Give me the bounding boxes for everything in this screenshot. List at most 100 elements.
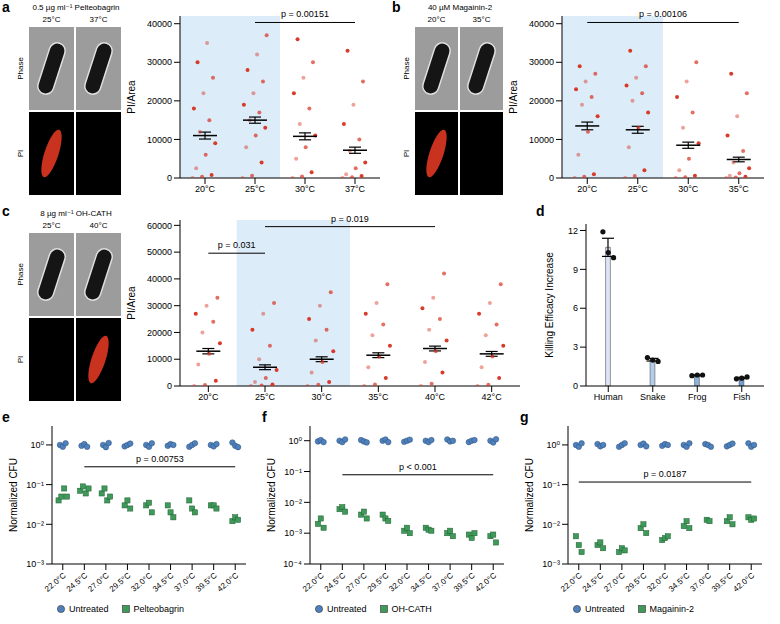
- svg-text:p = 0.019: p = 0.019: [331, 214, 369, 224]
- svg-text:PI: PI: [402, 150, 411, 158]
- svg-text:40000: 40000: [147, 274, 172, 284]
- svg-text:37.0°C: 37.0°C: [688, 571, 713, 594]
- svg-text:10⁰: 10⁰: [288, 436, 302, 446]
- svg-text:PI/Area: PI/Area: [508, 80, 519, 114]
- svg-text:Frog: Frog: [688, 392, 707, 402]
- svg-text:35°C: 35°C: [368, 392, 389, 402]
- svg-text:22.0°C: 22.0°C: [301, 571, 326, 594]
- svg-text:p = 0.0187: p = 0.0187: [644, 469, 687, 479]
- svg-text:40 µM Magainin-2: 40 µM Magainin-2: [428, 3, 493, 12]
- svg-text:Phase: Phase: [402, 57, 411, 80]
- svg-text:40°C: 40°C: [425, 392, 446, 402]
- svg-text:27.0°C: 27.0°C: [602, 571, 627, 594]
- svg-text:25°C: 25°C: [245, 184, 266, 194]
- svg-text:10⁻³: 10⁻³: [284, 528, 302, 538]
- svg-text:10000: 10000: [147, 135, 172, 145]
- svg-text:9: 9: [573, 265, 578, 275]
- svg-text:25°C: 25°C: [628, 184, 649, 194]
- svg-text:6: 6: [573, 303, 578, 313]
- svg-text:0: 0: [167, 381, 172, 391]
- svg-text:10⁻²: 10⁻²: [542, 520, 560, 530]
- svg-text:29.5°C: 29.5°C: [366, 571, 391, 594]
- svg-text:PI: PI: [16, 356, 25, 364]
- svg-text:0: 0: [549, 173, 554, 183]
- svg-text:Fish: Fish: [733, 392, 750, 402]
- svg-text:39.5°C: 39.5°C: [194, 571, 219, 594]
- svg-text:20°C: 20°C: [198, 392, 219, 402]
- svg-text:10⁻¹: 10⁻¹: [542, 480, 560, 490]
- svg-text:Snake: Snake: [640, 392, 666, 402]
- svg-text:10⁻²: 10⁻²: [284, 498, 302, 508]
- svg-text:0.5 µg ml⁻¹ Pelteobagrin: 0.5 µg ml⁻¹ Pelteobagrin: [32, 3, 119, 12]
- svg-text:30°C: 30°C: [295, 184, 316, 194]
- svg-text:35°C: 35°C: [473, 15, 491, 24]
- svg-text:20000: 20000: [529, 96, 554, 106]
- svg-text:30000: 30000: [529, 57, 554, 67]
- svg-text:24.5°C: 24.5°C: [323, 571, 348, 594]
- svg-text:Phase: Phase: [16, 57, 25, 80]
- svg-text:34.5°C: 34.5°C: [409, 571, 434, 594]
- svg-text:10⁻¹: 10⁻¹: [26, 480, 44, 490]
- svg-text:10⁻⁴: 10⁻⁴: [283, 559, 302, 569]
- svg-text:30°C: 30°C: [312, 392, 333, 402]
- svg-text:10⁰: 10⁰: [30, 440, 44, 450]
- svg-text:3: 3: [573, 342, 578, 352]
- svg-text:PI/Area: PI/Area: [126, 80, 137, 114]
- svg-text:37°C: 37°C: [90, 15, 108, 24]
- svg-text:22.0°C: 22.0°C: [559, 571, 584, 594]
- svg-text:27.0°C: 27.0°C: [86, 571, 111, 594]
- svg-text:Human: Human: [594, 392, 623, 402]
- svg-text:8 µg ml⁻¹ OH-CATH: 8 µg ml⁻¹ OH-CATH: [40, 209, 112, 218]
- svg-text:PI/Area: PI/Area: [126, 286, 137, 320]
- svg-text:42.0°C: 42.0°C: [216, 571, 241, 594]
- svg-text:0: 0: [573, 381, 578, 391]
- svg-text:34.5°C: 34.5°C: [151, 571, 176, 594]
- svg-text:10⁰: 10⁰: [546, 440, 560, 450]
- svg-text:32.0°C: 32.0°C: [387, 571, 412, 594]
- svg-text:40000: 40000: [529, 19, 554, 29]
- svg-text:Normalized CFU: Normalized CFU: [8, 458, 19, 532]
- svg-text:10000: 10000: [529, 135, 554, 145]
- svg-text:37.0°C: 37.0°C: [172, 571, 197, 594]
- svg-text:29.5°C: 29.5°C: [624, 571, 649, 594]
- svg-text:37.0°C: 37.0°C: [430, 571, 455, 594]
- svg-text:20000: 20000: [147, 328, 172, 338]
- svg-text:10⁻³: 10⁻³: [542, 559, 560, 569]
- svg-text:29.5°C: 29.5°C: [108, 571, 133, 594]
- svg-text:39.5°C: 39.5°C: [710, 571, 735, 594]
- svg-text:PI: PI: [16, 150, 25, 158]
- svg-text:22.0°C: 22.0°C: [43, 571, 68, 594]
- svg-text:p = 0.00106: p = 0.00106: [639, 9, 687, 19]
- svg-text:30000: 30000: [147, 57, 172, 67]
- svg-text:20°C: 20°C: [428, 15, 446, 24]
- svg-text:42.0°C: 42.0°C: [732, 571, 757, 594]
- svg-text:10⁻²: 10⁻²: [26, 520, 44, 530]
- svg-text:25°C: 25°C: [43, 221, 61, 230]
- svg-text:10⁻³: 10⁻³: [26, 559, 44, 569]
- svg-text:37°C: 37°C: [345, 184, 366, 194]
- svg-text:p = 0.031: p = 0.031: [218, 240, 256, 250]
- svg-text:30000: 30000: [147, 301, 172, 311]
- svg-text:Phase: Phase: [16, 263, 25, 286]
- svg-text:10000: 10000: [147, 354, 172, 364]
- svg-text:39.5°C: 39.5°C: [452, 571, 477, 594]
- svg-text:42.0°C: 42.0°C: [474, 571, 499, 594]
- svg-text:0: 0: [167, 173, 172, 183]
- svg-text:p = 0.00151: p = 0.00151: [281, 9, 329, 19]
- svg-text:24.5°C: 24.5°C: [581, 571, 606, 594]
- svg-text:40000: 40000: [147, 19, 172, 29]
- svg-text:20000: 20000: [147, 96, 172, 106]
- svg-text:p < 0.001: p < 0.001: [399, 462, 437, 472]
- svg-text:25°C: 25°C: [43, 15, 61, 24]
- svg-text:27.0°C: 27.0°C: [344, 571, 369, 594]
- svg-text:40°C: 40°C: [90, 221, 108, 230]
- svg-text:24.5°C: 24.5°C: [65, 571, 90, 594]
- svg-text:12: 12: [568, 226, 578, 236]
- svg-text:Normalized CFU: Normalized CFU: [266, 458, 277, 532]
- svg-text:34.5°C: 34.5°C: [667, 571, 692, 594]
- svg-text:35°C: 35°C: [729, 184, 750, 194]
- svg-text:30°C: 30°C: [678, 184, 699, 194]
- svg-text:32.0°C: 32.0°C: [645, 571, 670, 594]
- svg-text:42°C: 42°C: [482, 392, 503, 402]
- svg-text:50000: 50000: [147, 247, 172, 257]
